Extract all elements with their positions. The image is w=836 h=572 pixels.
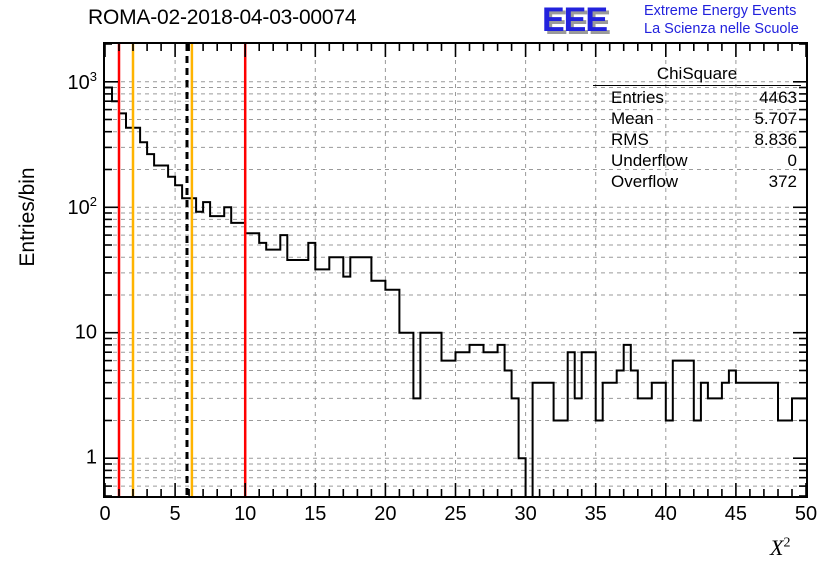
statistics-box: ChiSquare Entries 4463 Mean 5.707 RMS 8.… xyxy=(593,64,801,192)
eee-logo-letters: EEE xyxy=(542,1,608,39)
page-title: ROMA-02-2018-04-03-00074 xyxy=(88,6,357,29)
eee-logo: EEE Extreme Energy Events La Scienza nel… xyxy=(542,2,832,40)
y-tick-label-10: 10 xyxy=(74,321,97,344)
histogram-layer xyxy=(105,86,806,496)
axis-ticks-layer xyxy=(105,44,806,496)
x-tick-label-15: 15 xyxy=(304,503,327,525)
x-tick-label-20: 20 xyxy=(374,503,397,525)
stats-label-underflow: Underflow xyxy=(611,151,688,170)
x-tick-label-45: 45 xyxy=(724,503,748,525)
stats-value-rms: 8.836 xyxy=(754,130,797,149)
x-tick-label-50: 50 xyxy=(794,503,818,525)
y-tick-label-10^2: 102 xyxy=(67,194,97,220)
eee-logo-text: Extreme Energy Events La Scienza nelle S… xyxy=(644,2,799,38)
stats-value-overflow: 372 xyxy=(768,172,797,191)
x-tick-label-0: 0 xyxy=(99,503,111,525)
y-axis-label: Entries/bin xyxy=(16,167,39,267)
stats-label-entries: Entries xyxy=(611,88,664,107)
stats-label-rms: RMS xyxy=(611,130,649,149)
x-tick-label-25: 25 xyxy=(444,503,467,525)
stats-value-underflow: 0 xyxy=(787,151,797,170)
plot-area xyxy=(105,44,806,496)
x-tick-label-40: 40 xyxy=(654,503,677,525)
stats-value-entries: 4463 xyxy=(759,88,797,107)
marker-lines-layer xyxy=(117,44,247,496)
x-tick-label-30: 30 xyxy=(514,503,537,525)
plot-frame xyxy=(103,42,808,498)
stats-row-entries: Entries 4463 xyxy=(593,87,801,108)
x-tick-label-5: 5 xyxy=(169,503,181,525)
stats-label-mean: Mean xyxy=(611,109,654,128)
x-tick-label-10: 10 xyxy=(234,503,257,525)
stats-label-overflow: Overflow xyxy=(611,172,679,191)
eee-logo-line2: La Scienza nelle Scuole xyxy=(644,21,799,37)
x-tick-label-35: 35 xyxy=(584,503,607,525)
y-tick-label-10^3: 103 xyxy=(67,68,97,94)
stats-value-mean: 5.707 xyxy=(754,109,797,128)
stats-row-mean: Mean 5.707 xyxy=(593,108,801,129)
stats-row-overflow: Overflow 372 xyxy=(593,171,801,192)
stats-row-underflow: Underflow 0 xyxy=(593,150,801,171)
stats-title: ChiSquare xyxy=(593,64,801,86)
eee-logo-line1: Extreme Energy Events xyxy=(644,3,797,19)
x-axis-label: X2 xyxy=(770,535,791,560)
y-tick-label-1: 1 xyxy=(85,446,97,469)
stats-row-rms: RMS 8.836 xyxy=(593,129,801,150)
